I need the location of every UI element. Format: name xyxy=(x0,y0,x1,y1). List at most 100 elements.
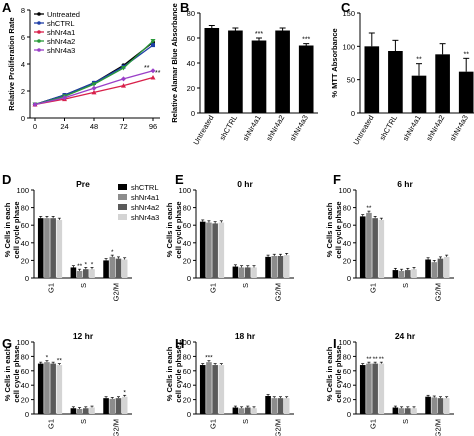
panel-e-y-tick-label: 60 xyxy=(183,221,191,230)
x-tick-label-Untreated: Untreated xyxy=(191,114,215,147)
panel-letter-D: D xyxy=(2,172,11,187)
panel-a-y-label: Relative Proliferation Rate xyxy=(7,17,16,110)
bar-G2/M-shNr4a2 xyxy=(437,258,444,278)
panel-f-y-label: % Cells in eachcell cycle phase xyxy=(325,201,343,258)
bar-G1-shNr4a3 xyxy=(378,363,385,414)
panel-f-chart: 0 20 40 60 80 100 6 hr % Cells in eachcell cycl… xyxy=(325,179,454,301)
bar-Untreated xyxy=(364,46,380,114)
panel-i-y-tick-label: 60 xyxy=(343,367,351,376)
panel-e-y-tick-label: 100 xyxy=(178,186,191,195)
bar-S-shNr4a3 xyxy=(411,408,417,414)
legend-swatch-shNr4a2 xyxy=(118,204,127,210)
x-tick-label-shNr4a1: shNr4a1 xyxy=(241,114,263,143)
panel-i-y-tick-label: 20 xyxy=(343,396,351,405)
bar-G2/M-shNr4a1 xyxy=(109,256,116,278)
significance-label: ** xyxy=(77,263,83,270)
panel-a-x-tick-label: 24 xyxy=(60,122,68,131)
bar-S-shNr4a2 xyxy=(245,407,251,414)
panel-d-y-tick-label: 0 xyxy=(25,274,29,283)
significance-label: * xyxy=(85,261,88,268)
panel-f-y-tick-label: 40 xyxy=(343,239,351,248)
panel-letter-G: G xyxy=(2,336,12,351)
x-tick-label-shCTRL: shCTRL xyxy=(378,114,400,142)
legend-label-shNr4a3: shNr4a3 xyxy=(47,46,75,55)
significance-label: ** xyxy=(57,358,63,365)
panel-d-y-tick-label: 80 xyxy=(21,204,29,213)
panel-c-y-tick-label: 100 xyxy=(342,42,355,51)
panel-h-chart: 0 20 40 60 80 100 18 hr % Cells in eachcell cyc… xyxy=(165,331,294,436)
panel-a-y-tick-label: 0 xyxy=(21,114,25,123)
bar-S-shNr4a3 xyxy=(89,407,95,414)
bar-G2/M-shNr4a3 xyxy=(443,256,450,278)
panel-h-y-tick-label: 100 xyxy=(178,338,191,347)
panel-g-y-tick-label: 20 xyxy=(21,396,29,405)
bar-G1-shNr4a2 xyxy=(372,218,378,278)
legend-marker-shCTRL xyxy=(37,21,41,25)
bar-G2/M-shCTRL xyxy=(103,398,109,414)
bar-S-shNr4a1 xyxy=(398,270,405,278)
significance-label: ** xyxy=(379,356,385,363)
bar-G1-shNr4a1 xyxy=(366,212,372,278)
panel-d-y-tick-label: 40 xyxy=(21,239,29,248)
panel-letter-B: B xyxy=(180,0,189,15)
x-tick-label-G2/M: G2/M xyxy=(434,419,443,436)
panel-d-y-tick-label: 20 xyxy=(21,256,29,265)
bar-shNr4a2 xyxy=(275,30,290,113)
panel-a-y-tick-label: 6 xyxy=(21,33,25,42)
bar-G2/M-shCTRL xyxy=(265,256,271,278)
panel-b-y-tick-label: 40 xyxy=(187,59,195,68)
bar-shNr4a1 xyxy=(251,40,267,113)
x-tick-label-G2/M: G2/M xyxy=(274,419,283,436)
panel-i-y-tick-label: 0 xyxy=(347,410,351,419)
bar-S-shNr4a1 xyxy=(76,270,83,278)
panel-d-title: Pre xyxy=(76,179,90,189)
panel-e-y-tick-label: 20 xyxy=(183,256,191,265)
panel-g-y-tick-label: 0 xyxy=(25,410,29,419)
bar-G1-shNr4a1 xyxy=(366,363,372,414)
x-tick-label-G1: G1 xyxy=(46,419,55,429)
data-point-shNr4a1 xyxy=(121,83,126,88)
x-tick-label-shNr4a2: shNr4a2 xyxy=(264,114,286,143)
bar-S-shNr4a2 xyxy=(83,269,89,278)
bar-G2/M-shNr4a3 xyxy=(283,398,290,414)
legend-swatch-shCTRL xyxy=(118,184,127,190)
legend-swatch-shNr4a3 xyxy=(118,214,127,220)
legend-label-shNr4a1: shNr4a1 xyxy=(131,193,159,202)
significance-label: *** xyxy=(302,37,310,44)
x-tick-label-S: S xyxy=(79,419,88,424)
data-point-shNr4a3 xyxy=(121,76,126,82)
bar-G2/M-shNr4a2 xyxy=(277,398,284,414)
panel-e-title: 0 hr xyxy=(237,179,253,189)
panel-letter-C: C xyxy=(341,0,351,15)
bar-G2/M-shNr4a3 xyxy=(121,259,128,278)
bar-S-shNr4a2 xyxy=(83,408,89,414)
panel-letter-A: A xyxy=(2,0,12,15)
bar-G1-shCTRL xyxy=(359,365,366,414)
bar-S-shCTRL xyxy=(392,407,399,414)
bar-G1-shCTRL xyxy=(37,218,44,278)
bar-G1-shNr4a1 xyxy=(44,362,50,414)
panel-b-y-label: Relative Alamar Blue Absorbance xyxy=(170,3,179,123)
panel-a-x-tick-label: 96 xyxy=(149,122,157,131)
data-point-shNr4a2 xyxy=(121,66,126,71)
panel-i-y-tick-label: 100 xyxy=(338,338,351,347)
legend-marker-shNr4a1 xyxy=(37,30,41,34)
x-tick-label-G1: G1 xyxy=(368,283,377,293)
bar-G2/M-shNr4a3 xyxy=(443,398,450,414)
x-tick-label-S: S xyxy=(79,283,88,288)
data-point-shNr4a3 xyxy=(150,68,156,74)
bar-G1-shNr4a2 xyxy=(212,365,218,414)
panel-a-y-tick-label: 4 xyxy=(21,60,25,69)
bar-S-shNr4a2 xyxy=(245,267,251,278)
significance-label: ** xyxy=(366,205,372,212)
bar-shNr4a2 xyxy=(435,54,450,113)
panel-c-chart: 0 50 100 150 % MTT Absorbance Untreated shCTRL… xyxy=(330,9,474,147)
bar-S-shCTRL xyxy=(392,270,399,278)
panel-g-y-tick-label: 80 xyxy=(21,352,29,361)
legend-label-shNr4a3: shNr4a3 xyxy=(131,213,159,222)
data-point-shNr4a1 xyxy=(91,89,97,95)
panel-d-y-tick-label: 60 xyxy=(21,221,29,230)
bar-S-shNr4a1 xyxy=(238,408,245,414)
